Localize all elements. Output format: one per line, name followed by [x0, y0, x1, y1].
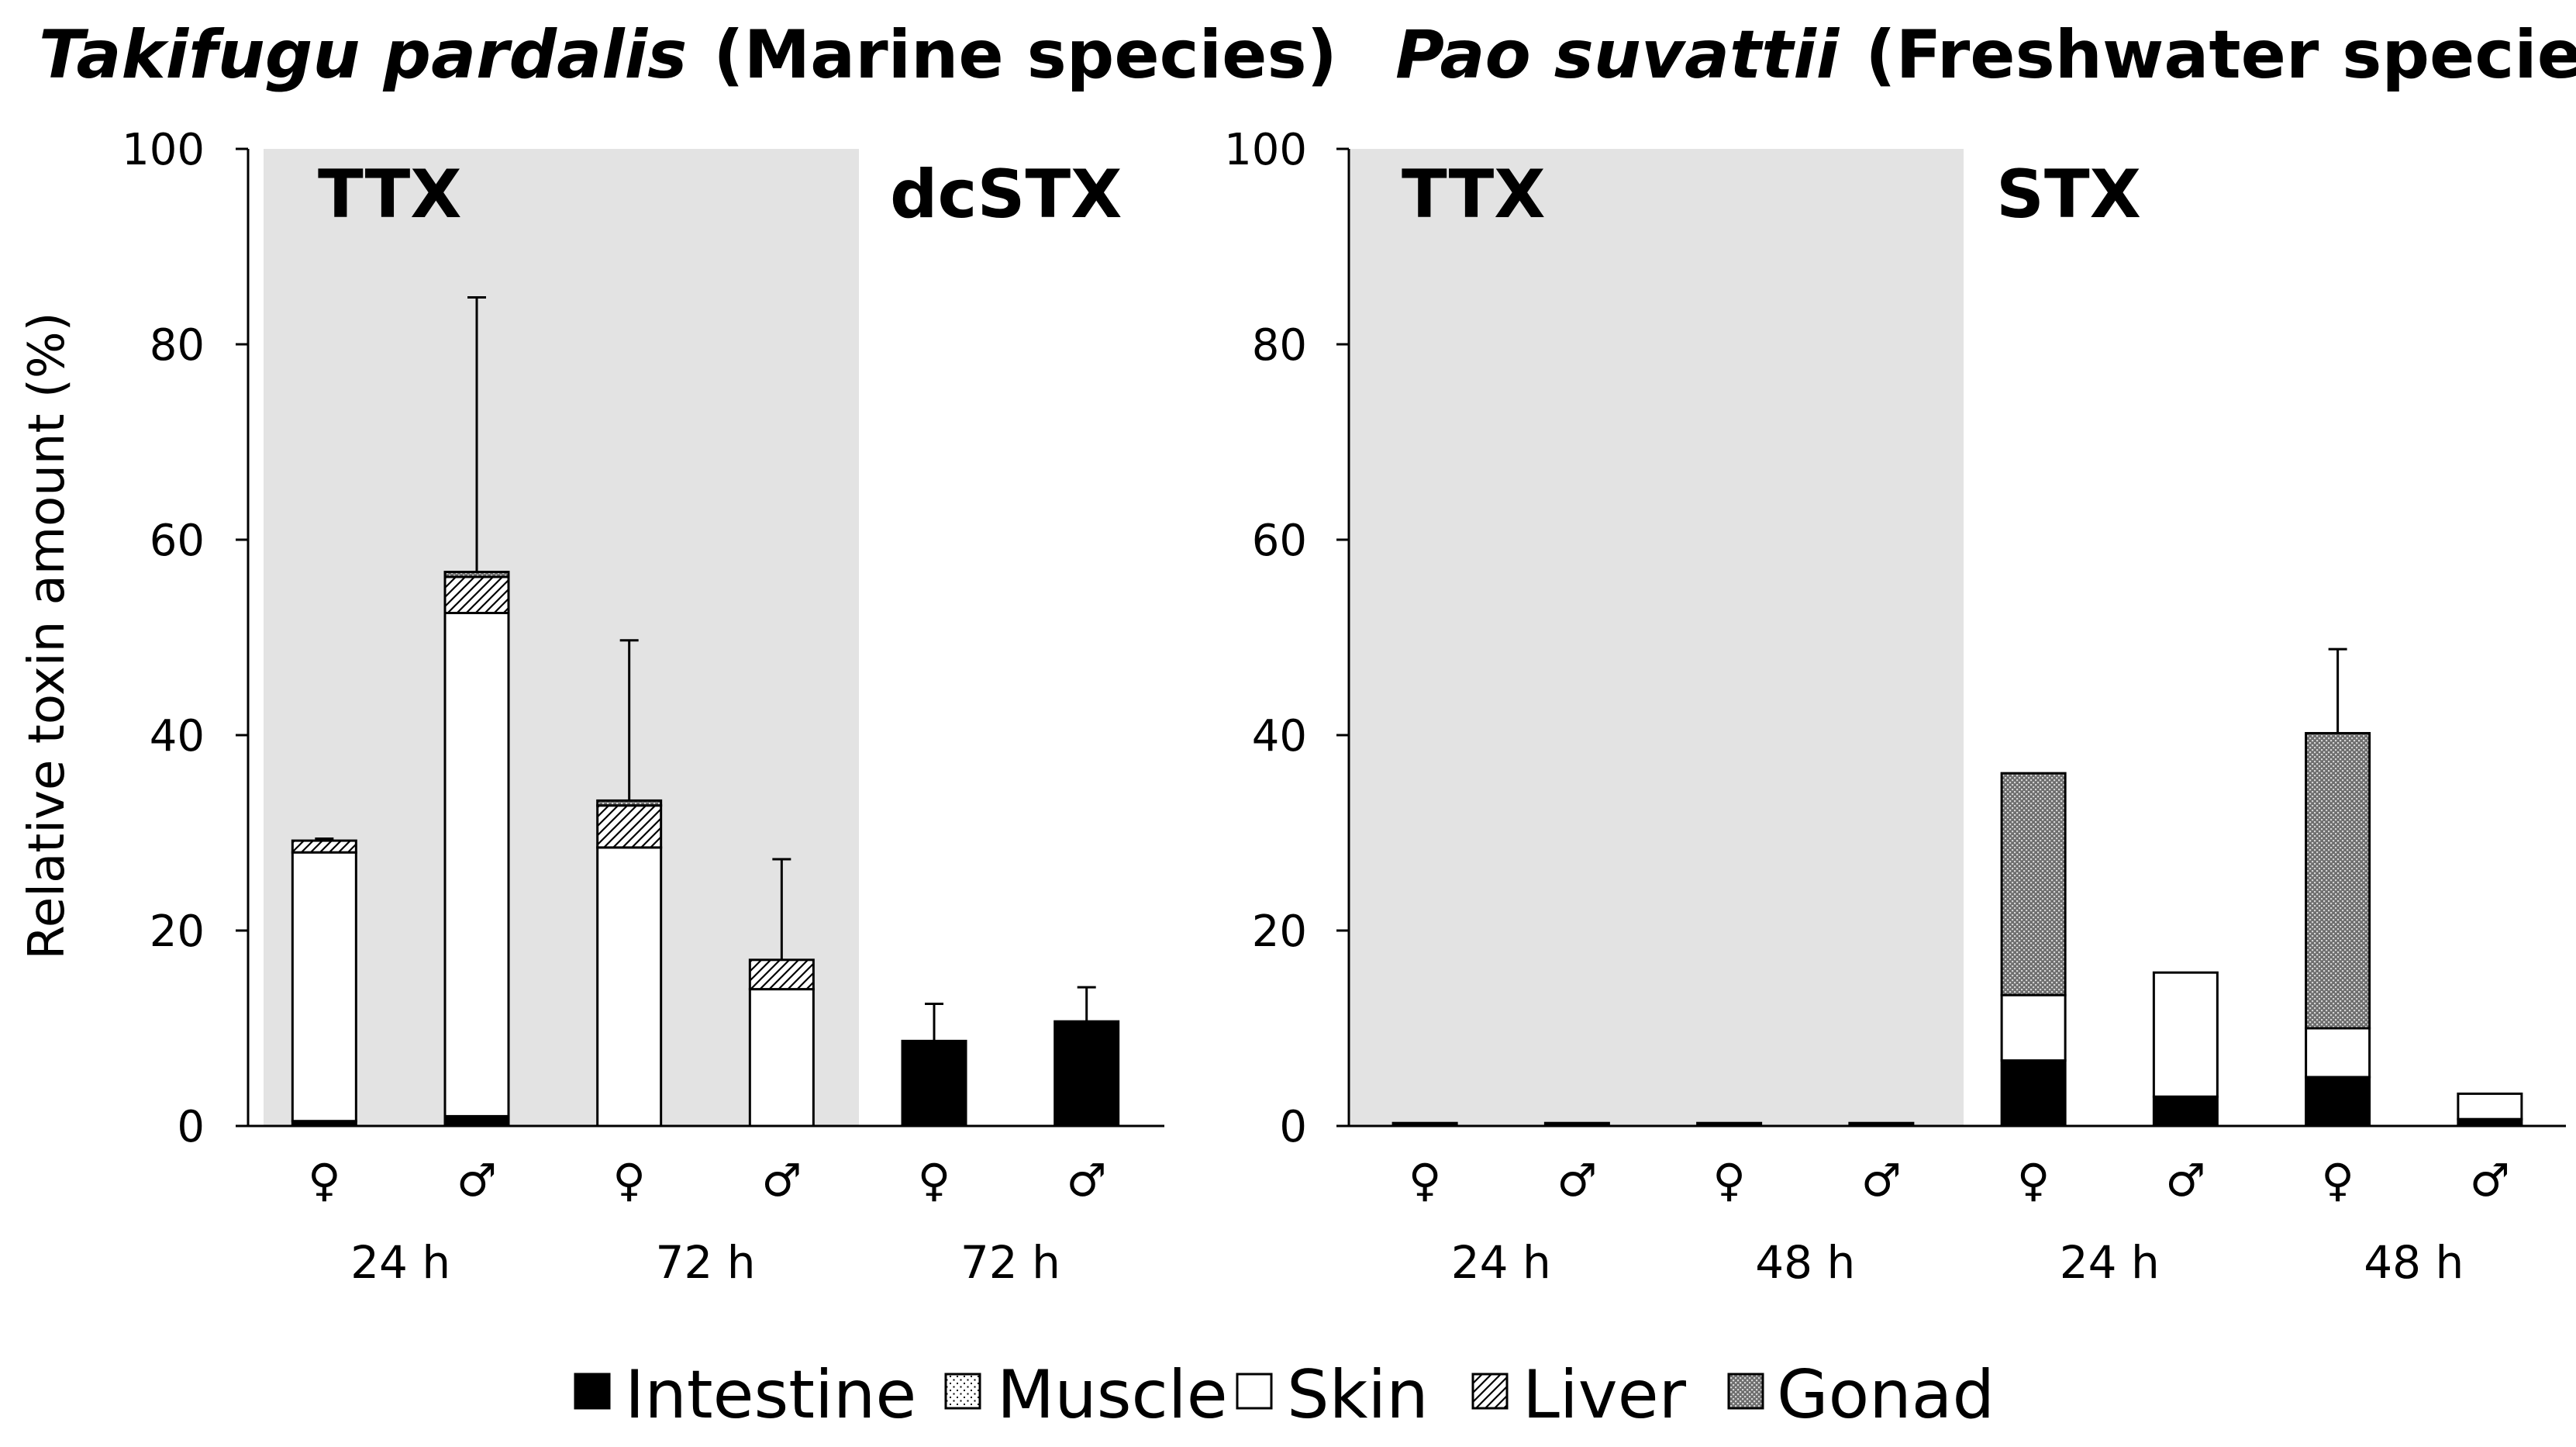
legend-label-liver: Liver	[1522, 1356, 1687, 1434]
group-label: 24 h	[350, 1236, 450, 1289]
region-label-stx: STX	[1996, 156, 2141, 233]
category-label: ♀	[612, 1154, 645, 1207]
legend-label-muscle: Muscle	[997, 1356, 1228, 1434]
y-tick-label: 0	[177, 1102, 205, 1152]
bar-skin	[2152, 971, 2219, 1098]
y-tick-label: 20	[150, 907, 205, 957]
bar-liver	[291, 839, 357, 854]
category-label: ♂	[1557, 1154, 1597, 1207]
category-label: ♀	[308, 1154, 340, 1207]
legend-label-intestine: Intestine	[625, 1356, 916, 1434]
legend-label-gonad: Gonad	[1777, 1356, 1995, 1434]
chart-title-freshwater: Pao suvattii (Freshwater species)	[1395, 16, 2576, 94]
category-label: ♂	[457, 1154, 497, 1207]
species-name: Takifugu pardalis	[39, 16, 687, 94]
group-label: 48 h	[2364, 1236, 2464, 1289]
category-label: ♂	[2165, 1154, 2205, 1207]
y-tick-label: 80	[150, 320, 205, 371]
bar-intestine	[2305, 1076, 2371, 1128]
bar-liver	[443, 575, 510, 615]
category-label: ♀	[2321, 1154, 2354, 1207]
y-tick-label: 40	[150, 711, 205, 761]
bar-intestine	[1054, 1020, 1120, 1128]
bar-intestine	[2152, 1095, 2219, 1128]
legend-label-skin: Skin	[1287, 1356, 1429, 1434]
category-label: ♂	[2470, 1154, 2510, 1207]
legend-swatch-liver	[1471, 1373, 1509, 1410]
legend-swatch-intestine	[574, 1373, 611, 1410]
category-label: ♀	[2017, 1154, 2050, 1207]
bar-skin	[291, 851, 357, 1123]
bar-intestine	[901, 1039, 967, 1128]
bar-gonad	[2305, 731, 2371, 1030]
y-tick-label: 80	[1252, 320, 1307, 371]
chart-panel-freshwater: Pao suvattii (Freshwater species) TTX STX 0…	[1224, 16, 2576, 1289]
species-name: Pao suvattii	[1395, 16, 1840, 94]
bar-skin	[443, 612, 510, 1117]
legend-swatch-skin	[1236, 1373, 1273, 1410]
y-tick-label: 20	[1252, 907, 1307, 957]
bar-skin	[596, 846, 663, 1128]
bar-skin	[748, 988, 815, 1128]
bar-gonad	[2000, 772, 2067, 996]
y-tick-label: 40	[1252, 711, 1307, 761]
bar-skin	[2305, 1027, 2371, 1079]
group-label: 72 h	[656, 1236, 756, 1289]
y-tick-label: 100	[122, 125, 205, 175]
bar-liver	[748, 958, 815, 991]
bar-intestine	[443, 1114, 510, 1128]
bar-gonad	[596, 799, 663, 807]
y-tick-label: 60	[1252, 516, 1307, 566]
category-label: ♀	[1712, 1154, 1745, 1207]
bar-skin	[2000, 993, 2067, 1062]
species-habitat: (Marine species)	[713, 16, 1337, 94]
legend-swatch-muscle	[944, 1373, 981, 1410]
category-label: ♂	[1067, 1154, 1107, 1207]
bar-gonad	[443, 571, 510, 578]
chart-panel-marine: Takifugu pardalis (Marine species) Relati…	[19, 16, 1337, 1289]
group-label: 48 h	[1755, 1236, 1855, 1289]
category-label: ♂	[761, 1154, 802, 1207]
y-axis-label: Relative toxin amount (%)	[19, 312, 76, 959]
group-label: 24 h	[1451, 1236, 1551, 1289]
chart-title-marine: Takifugu pardalis (Marine species)	[39, 16, 1337, 94]
region-label-dcstx: dcSTX	[890, 156, 1122, 233]
group-label: 72 h	[960, 1236, 1060, 1289]
region-label-ttx: TTX	[1402, 156, 1546, 233]
y-tick-label: 100	[1224, 125, 1307, 175]
category-label: ♀	[918, 1154, 950, 1207]
category-label: ♀	[1409, 1154, 1441, 1207]
bar-liver	[596, 804, 663, 849]
bar-skin	[2457, 1092, 2523, 1121]
legend-swatch-gonad	[1727, 1373, 1764, 1410]
species-habitat: (Freshwater species)	[1865, 16, 2576, 94]
shaded-region	[1349, 149, 1964, 1126]
y-tick-label: 0	[1279, 1102, 1307, 1152]
y-tick-label: 60	[150, 516, 205, 566]
region-label-ttx: TTX	[318, 156, 462, 233]
legend: Intestine Muscle Skin Liver Gonad	[574, 1356, 1995, 1434]
bar-intestine	[2000, 1059, 2067, 1128]
group-label: 24 h	[2060, 1236, 2160, 1289]
category-label: ♂	[1861, 1154, 1902, 1207]
